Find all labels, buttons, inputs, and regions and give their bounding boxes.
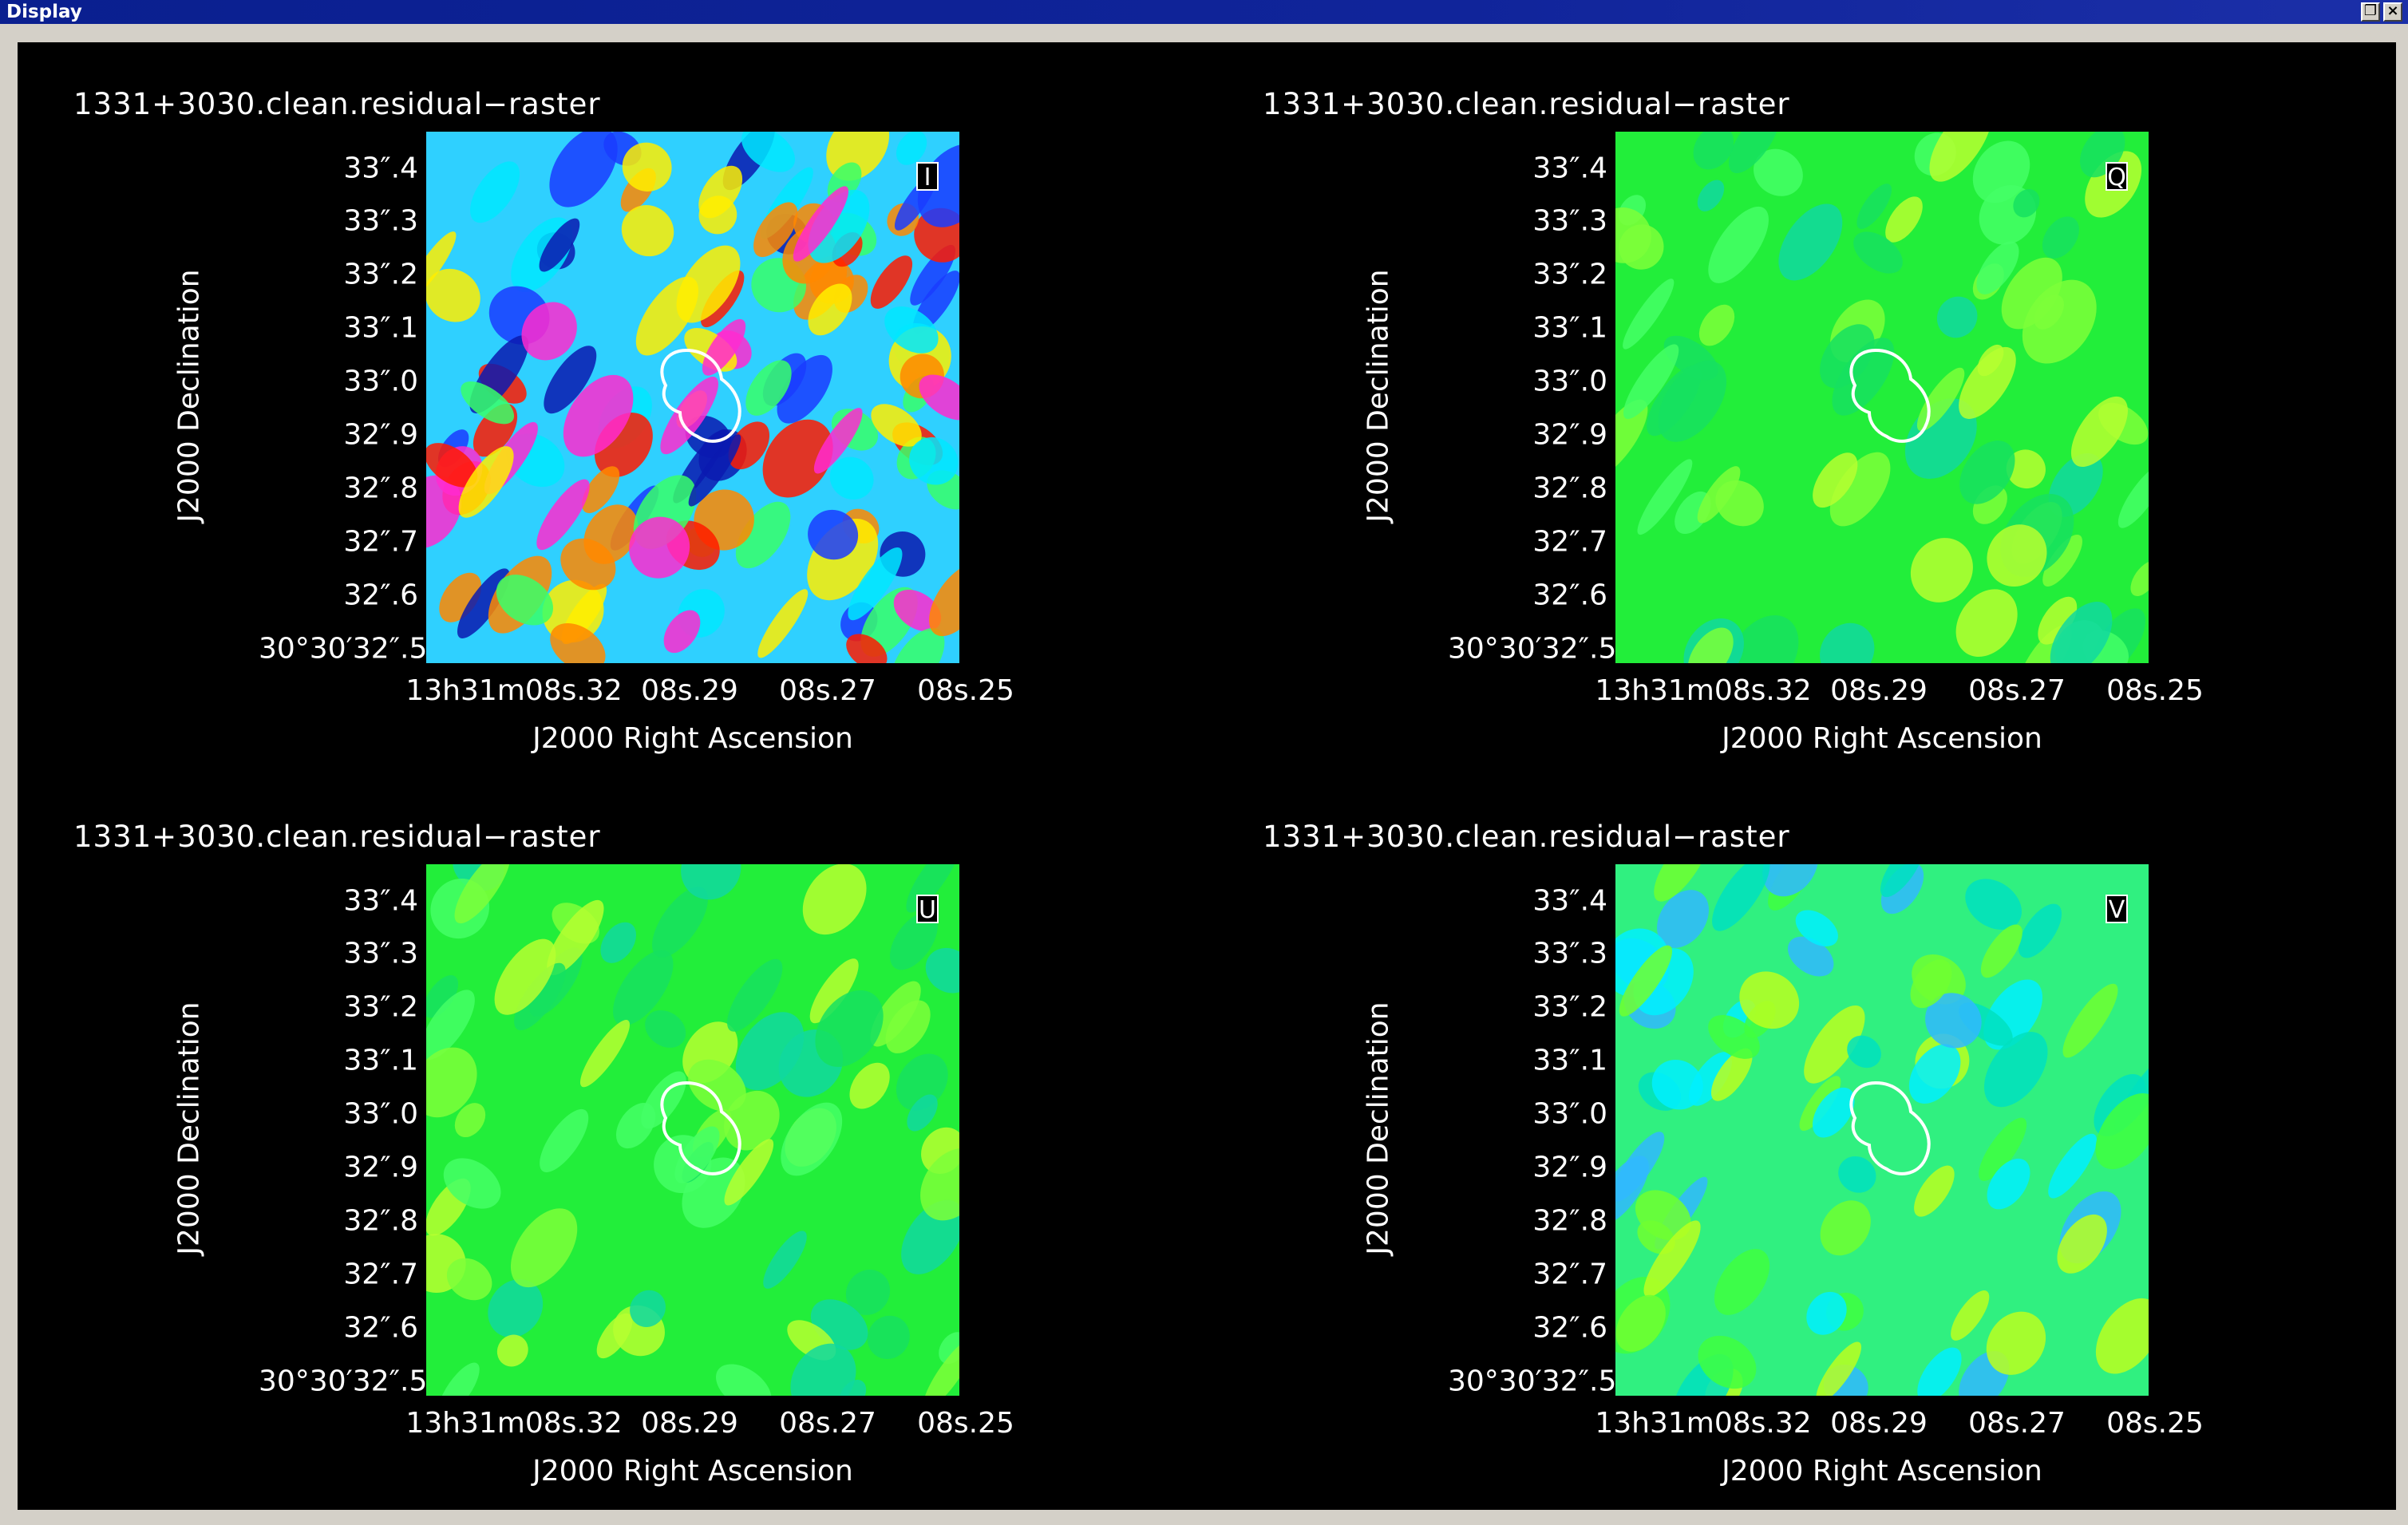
x-tick-label: 08s.25 — [2106, 674, 2204, 707]
x-tick-label: 08s.27 — [779, 674, 876, 707]
y-tick-label: 33″.0 — [343, 1097, 418, 1131]
y-tick-label: 33″.4 — [1532, 884, 1607, 918]
x-tick-label: 08s.29 — [1830, 1407, 1928, 1440]
restore-button[interactable]: ❐ — [2361, 2, 2380, 22]
image-panel-v[interactable]: 1331+3030.clean.residual−raster J2000 Dec… — [1207, 775, 2396, 1509]
x-tick-label: 08s.25 — [917, 1407, 1014, 1440]
y-tick-label: 33″.3 — [1532, 937, 1607, 970]
y-tick-label: 33″.1 — [343, 311, 418, 345]
raster-image[interactable]: V — [1615, 864, 2149, 1396]
y-tick-labels: 33″.4 33″.3 33″.2 33″.1 33″.0 32″.9 32″.8 32″.7… — [249, 864, 428, 1398]
y-axis-label: J2000 Declination — [1362, 269, 1395, 523]
y-tick-label: 32″.6 — [343, 579, 418, 612]
y-axis-label: J2000 Declination — [172, 1002, 206, 1255]
panel-title: 1331+3030.clean.residual−raster — [1263, 820, 1790, 854]
y-tick-label: 30°30′32″.5 — [1448, 632, 1617, 666]
y-tick-label: 32″.6 — [343, 1311, 418, 1345]
y-tick-labels: 33″.4 33″.3 33″.2 33″.1 33″.0 32″.9 32″.8 32″.7… — [1438, 864, 1617, 1398]
x-tick-label: 08s.27 — [779, 1407, 876, 1440]
y-tick-label: 32″.8 — [1532, 1204, 1607, 1238]
raster-image[interactable]: Q — [1615, 132, 2149, 663]
y-tick-labels: 33″.4 33″.3 33″.2 33″.1 33″.0 32″.9 32″.8 32″.7… — [249, 132, 428, 666]
y-tick-label: 33″.4 — [1532, 152, 1607, 185]
y-tick-label: 33″.0 — [1532, 1097, 1607, 1131]
x-axis-label: J2000 Right Ascension — [532, 1455, 853, 1487]
y-tick-label: 33″.1 — [1532, 1044, 1607, 1077]
image-panel-q[interactable]: 1331+3030.clean.residual−raster J2000 Dec… — [1207, 42, 2396, 776]
x-tick-label: 13h31m08s.32 — [405, 1407, 623, 1440]
stokes-label: V — [2106, 895, 2128, 924]
raster-svg — [1615, 864, 2149, 1396]
window-titlebar[interactable]: Display ❐ × — [0, 0, 2408, 24]
y-tick-label: 32″.8 — [343, 1204, 418, 1238]
panel-title: 1331+3030.clean.residual−raster — [1263, 87, 1790, 121]
raster-image[interactable]: I — [426, 132, 959, 663]
x-tick-label: 08s.29 — [641, 1407, 738, 1440]
y-tick-label: 33″.3 — [343, 204, 418, 238]
stokes-label: Q — [2106, 162, 2128, 192]
y-tick-label: 30°30′32″.5 — [259, 632, 428, 666]
y-tick-label: 33″.1 — [1532, 311, 1607, 345]
x-tick-label: 08s.29 — [1830, 674, 1928, 707]
x-tick-label: 08s.25 — [917, 674, 1014, 707]
x-axis-label: J2000 Right Ascension — [532, 722, 853, 755]
y-tick-label: 32″.9 — [1532, 418, 1607, 452]
y-tick-label: 32″.7 — [343, 1258, 418, 1291]
y-axis-label: J2000 Declination — [1362, 1002, 1395, 1255]
y-tick-label: 32″.9 — [343, 1151, 418, 1184]
y-tick-label: 33″.2 — [1532, 990, 1607, 1024]
raster-svg — [426, 864, 959, 1396]
y-tick-label: 32″.7 — [343, 525, 418, 559]
contour-line — [1849, 348, 1931, 443]
x-tick-label: 08s.27 — [1968, 1407, 2066, 1440]
y-tick-label: 32″.6 — [1532, 1311, 1607, 1345]
y-tick-label: 32″.6 — [1532, 579, 1607, 612]
image-panel-i[interactable]: 1331+3030.clean.residual−raster J2000 Dec… — [18, 42, 1207, 776]
stokes-label: I — [916, 162, 939, 192]
contour-line — [660, 1081, 741, 1175]
contour-line — [660, 348, 741, 443]
x-axis-label: J2000 Right Ascension — [1722, 1455, 2042, 1487]
y-tick-label: 33″.2 — [343, 990, 418, 1024]
x-tick-label: 08s.25 — [2106, 1407, 2204, 1440]
y-tick-label: 32″.8 — [1532, 472, 1607, 505]
window-title: Display — [6, 2, 82, 22]
display-canvas[interactable]: 1331+3030.clean.residual−raster J2000 Dec… — [18, 42, 2396, 1510]
panel-title: 1331+3030.clean.residual−raster — [73, 87, 601, 121]
contour-line — [1849, 1081, 1931, 1175]
panel-title: 1331+3030.clean.residual−raster — [73, 820, 601, 854]
y-tick-label: 32″.9 — [343, 418, 418, 452]
y-tick-label: 33″.4 — [343, 884, 418, 918]
x-tick-label: 13h31m08s.32 — [1595, 1407, 1812, 1440]
stokes-label: U — [916, 895, 939, 924]
close-button[interactable]: × — [2383, 2, 2402, 22]
image-panel-u[interactable]: 1331+3030.clean.residual−raster J2000 Dec… — [18, 775, 1207, 1509]
y-tick-label: 33″.0 — [1532, 365, 1607, 398]
y-tick-label: 33″.3 — [343, 937, 418, 970]
y-tick-label: 33″.2 — [1532, 258, 1607, 291]
x-tick-label: 08s.29 — [641, 674, 738, 707]
x-tick-label: 13h31m08s.32 — [1595, 674, 1812, 707]
y-tick-label: 32″.7 — [1532, 1258, 1607, 1291]
raster-svg — [426, 132, 959, 663]
x-tick-label: 08s.27 — [1968, 674, 2066, 707]
y-tick-labels: 33″.4 33″.3 33″.2 33″.1 33″.0 32″.9 32″.8 32″.7… — [1438, 132, 1617, 666]
y-tick-label: 30°30′32″.5 — [1448, 1365, 1617, 1398]
raster-svg — [1615, 132, 2149, 663]
y-tick-label: 30°30′32″.5 — [259, 1365, 428, 1398]
y-tick-label: 33″.2 — [343, 258, 418, 291]
x-tick-label: 13h31m08s.32 — [405, 674, 623, 707]
y-tick-label: 33″.4 — [343, 152, 418, 185]
y-tick-label: 33″.3 — [1532, 204, 1607, 238]
y-tick-label: 33″.0 — [343, 365, 418, 398]
x-axis-label: J2000 Right Ascension — [1722, 722, 2042, 755]
y-tick-label: 32″.9 — [1532, 1151, 1607, 1184]
y-tick-label: 32″.7 — [1532, 525, 1607, 559]
y-tick-label: 32″.8 — [343, 472, 418, 505]
y-axis-label: J2000 Declination — [172, 269, 206, 523]
raster-image[interactable]: U — [426, 864, 959, 1396]
y-tick-label: 33″.1 — [343, 1044, 418, 1077]
